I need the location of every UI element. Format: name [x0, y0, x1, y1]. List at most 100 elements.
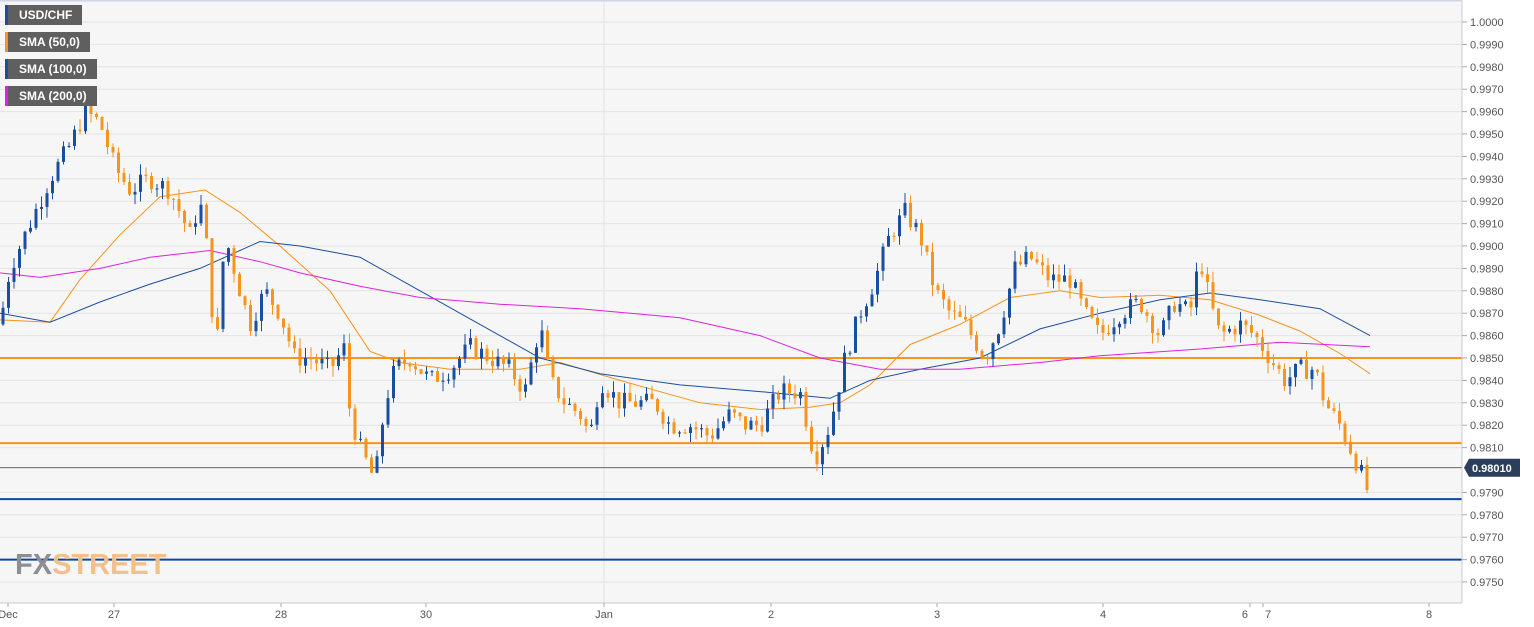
candle-down — [793, 393, 797, 399]
candle-up — [1063, 275, 1066, 282]
x-tick-label: 27 — [108, 609, 120, 621]
candle-up — [133, 191, 137, 195]
candle-down — [1244, 320, 1248, 326]
candle-down — [1030, 251, 1033, 260]
y-tick-label: 0.9850 — [1470, 353, 1504, 365]
x-tick-label: 3 — [934, 609, 940, 621]
candle-down — [1343, 423, 1347, 442]
candle-down — [964, 316, 967, 320]
legend-usdchf[interactable]: USD/CHF — [5, 5, 83, 25]
candle-up — [865, 306, 868, 317]
candle-down — [364, 438, 368, 458]
candle-down — [1200, 271, 1204, 275]
candle-up — [749, 420, 753, 430]
candle-up — [667, 422, 670, 424]
x-tick-label: 2 — [768, 609, 774, 621]
y-tick-label: 0.9830 — [1470, 398, 1504, 410]
candle-up — [480, 348, 483, 359]
candle-up — [1195, 271, 1198, 308]
x-axis-ticks: Dec 27 28 30 Jan 2 3 4 6 7 8 — [0, 603, 1432, 621]
y-tick-label: 0.9980 — [1470, 62, 1504, 74]
candle-up — [458, 358, 461, 368]
candle-down — [353, 408, 357, 440]
candle-down — [177, 199, 181, 212]
candle-up — [12, 267, 16, 282]
candle-down — [650, 393, 654, 400]
candle-down — [815, 451, 819, 465]
candle-up — [1118, 323, 1121, 328]
y-tick-label: 0.9810 — [1470, 443, 1504, 455]
candle-down — [986, 358, 989, 360]
candle-down — [232, 248, 236, 274]
x-tick-label: 4 — [1100, 609, 1106, 621]
candle-down — [1206, 274, 1209, 283]
candle-down — [1079, 282, 1083, 299]
candle-down — [315, 359, 318, 364]
candle-down — [491, 360, 494, 367]
candle-down — [485, 348, 489, 361]
candle-down — [122, 172, 126, 183]
candle-up — [612, 392, 615, 398]
candle-down — [1101, 324, 1105, 333]
candle-down — [958, 311, 962, 317]
candle-up — [23, 231, 27, 249]
candle-down — [634, 401, 637, 407]
candle-down — [287, 327, 291, 342]
candle-down — [106, 129, 109, 147]
candle-down — [1145, 312, 1149, 316]
candle-down — [1041, 262, 1044, 266]
x-tick-label: 30 — [420, 609, 432, 621]
candle-down — [128, 182, 131, 195]
sma-200-line — [0, 249, 1371, 370]
x-tick-label: 8 — [1426, 609, 1432, 621]
candle-up — [826, 434, 830, 448]
candle-up — [430, 371, 434, 373]
candle-down — [1283, 368, 1286, 387]
candle-up — [326, 357, 329, 359]
candle-down — [216, 317, 219, 329]
legend-sma100[interactable]: SMA (100,0) — [5, 59, 97, 79]
legend-label: USD/CHF — [19, 8, 73, 22]
y-tick-label: 0.9910 — [1470, 219, 1504, 231]
plot-background — [0, 0, 1462, 603]
candle-up — [568, 403, 571, 405]
candle-down — [249, 305, 252, 332]
candle-up — [771, 393, 775, 409]
candle-down — [474, 338, 478, 359]
candle-up — [1178, 304, 1182, 312]
legend-sma50[interactable]: SMA (50,0) — [5, 32, 90, 52]
legend-label: SMA (100,0) — [19, 62, 87, 76]
candle-up — [1052, 274, 1055, 281]
horizontal-levels — [0, 357, 1462, 561]
candle-down — [348, 343, 351, 409]
candle-down — [584, 418, 588, 427]
candle-down — [980, 350, 984, 359]
candle-up — [689, 427, 692, 434]
candle-up — [766, 408, 769, 432]
candle-up — [529, 362, 533, 385]
candle-down — [1272, 363, 1275, 366]
candle-up — [540, 330, 544, 348]
legend-sma200[interactable]: SMA (200,0) — [5, 86, 97, 106]
candle-up — [447, 379, 450, 381]
candle-up — [40, 206, 43, 209]
candle-up — [265, 289, 269, 294]
candle-up — [898, 215, 901, 237]
candle-down — [1277, 365, 1281, 369]
candle-down — [1173, 305, 1176, 312]
candle-down — [1057, 274, 1061, 282]
y-tick-label: 0.9950 — [1470, 129, 1504, 141]
candle-down — [1085, 298, 1088, 307]
candle-up — [843, 352, 846, 393]
candle-up — [221, 261, 225, 329]
candle-up — [139, 174, 142, 192]
candle-up — [821, 447, 824, 465]
candle-up — [1134, 298, 1138, 300]
candle-down — [573, 403, 577, 412]
candle-down — [892, 235, 896, 237]
candle-down — [419, 369, 423, 374]
candle-down — [661, 411, 665, 424]
y-tick-label: 0.9750 — [1470, 577, 1504, 589]
candle-down — [546, 330, 549, 360]
